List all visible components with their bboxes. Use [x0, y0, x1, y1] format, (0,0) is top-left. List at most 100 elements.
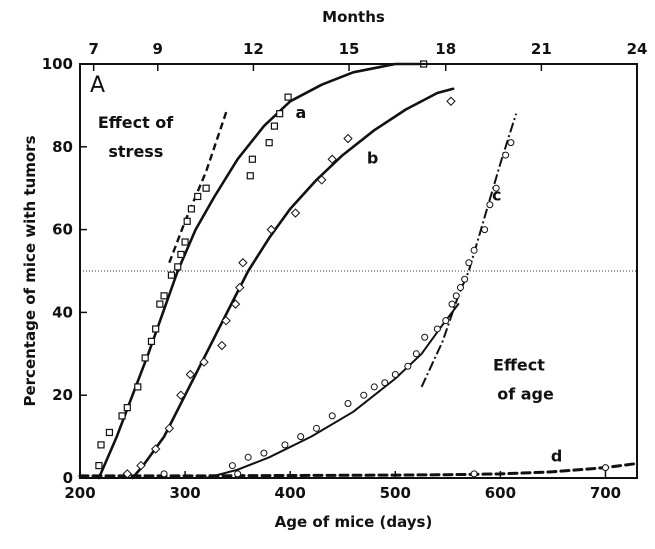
x-tick-label: 700 [590, 484, 621, 502]
x-tick-label: 400 [275, 484, 306, 502]
series-c-point [360, 391, 368, 399]
series-b-point [343, 133, 353, 144]
y-tick-label: 40 [52, 303, 73, 321]
series-a-point [95, 461, 103, 470]
series-b-point [327, 154, 337, 164]
annotation-effect-of: Effect of [98, 113, 174, 132]
series-c-point [452, 292, 460, 300]
series-c-point [297, 433, 305, 441]
top-tick-label: 12 [243, 40, 264, 58]
series-a-point [270, 122, 279, 130]
series-c-point [228, 462, 236, 470]
top-tick-label: 7 [88, 40, 98, 58]
series-c-point [281, 441, 289, 449]
series-b-point [317, 175, 327, 185]
series-label-c: c [492, 186, 501, 205]
series-label-b: b [367, 148, 378, 167]
annotation-effect: Effect [493, 355, 545, 374]
series-a-point [265, 139, 273, 147]
series-c-point [461, 275, 469, 283]
series-c-point [381, 379, 389, 387]
series-label-a: a [295, 103, 306, 122]
series-a-point [141, 354, 149, 362]
series-b-point [150, 444, 161, 454]
series-d-point [160, 470, 168, 478]
series-a-point [194, 192, 202, 201]
series-a-point [147, 337, 156, 345]
x-tick-label: 200 [64, 484, 95, 502]
series-c-point [421, 333, 429, 341]
series-a-point [105, 428, 114, 437]
series-c-point [442, 317, 450, 325]
series-b-point [176, 390, 186, 400]
series-a-curve [97, 62, 429, 480]
annotation-stress: stress [108, 142, 163, 161]
series-c-steep-curve [420, 113, 518, 388]
series-a-point [248, 155, 256, 163]
series-a-point [177, 250, 185, 259]
series-c-point [470, 246, 478, 254]
series-c-point [344, 399, 352, 407]
top-tick-label: 15 [339, 40, 360, 58]
series-a-point [123, 404, 131, 412]
series-b-point [238, 258, 248, 268]
series-b-point [185, 369, 196, 380]
x-axis-title: Age of mice (days) [275, 513, 433, 531]
series-a-point [276, 110, 284, 118]
series-b-point [230, 299, 241, 309]
top-tick-label: 24 [627, 40, 648, 58]
series-c-point [312, 424, 320, 432]
top-tick-label: 9 [153, 40, 163, 58]
series-b-point [217, 340, 227, 351]
series-a-point [118, 412, 126, 420]
series-a-point [160, 292, 168, 300]
series-c-point [448, 300, 456, 308]
series-b-point [136, 460, 146, 471]
y-axis-title: Percentage of mice with tumors [21, 135, 39, 406]
series-b-point [164, 423, 175, 434]
series-d-point [601, 464, 609, 472]
x-tick-label: 500 [380, 484, 411, 502]
series-a-point [174, 263, 182, 271]
series-b-point [266, 224, 276, 235]
series-c-point [370, 383, 378, 391]
annotation-of-age: of age [497, 384, 554, 403]
series-c-point [465, 259, 473, 267]
top-axis-title: Months [322, 8, 385, 26]
series-a-point [97, 441, 105, 449]
series-b-point [221, 315, 231, 326]
series-b-curve [131, 87, 455, 480]
stress-trend-line [168, 109, 229, 264]
plot-frame [79, 63, 638, 479]
y-tick-label: 100 [42, 55, 73, 73]
series-c-point [481, 226, 489, 234]
series-a-point [167, 271, 176, 279]
series-b-point [199, 357, 209, 367]
y-tick-label: 60 [52, 221, 73, 239]
series-c-point [507, 139, 515, 147]
series-c-point [492, 184, 500, 192]
top-tick-label: 18 [435, 40, 456, 58]
series-b-point [446, 96, 456, 106]
series-a-point [183, 217, 191, 225]
y-tick-label: 80 [52, 138, 73, 156]
series-c-point [433, 325, 441, 333]
x-tick-label: 600 [485, 484, 516, 502]
series-a-point [152, 325, 160, 333]
series-d-point [470, 470, 478, 478]
x-tick-label: 300 [169, 484, 200, 502]
series-c-point [456, 284, 464, 292]
series-a-point [284, 93, 292, 101]
series-c-point [502, 151, 510, 159]
series-a-point [202, 184, 210, 192]
series-c-curve [205, 303, 460, 479]
series-c-point [391, 371, 399, 378]
series-a-point [156, 300, 164, 308]
series-d-point [234, 470, 242, 478]
series-c-point [244, 453, 252, 461]
series-a-point [134, 383, 142, 391]
series-a-point [181, 238, 189, 246]
series-label-d: d [551, 446, 562, 465]
series-a-point [246, 172, 254, 180]
